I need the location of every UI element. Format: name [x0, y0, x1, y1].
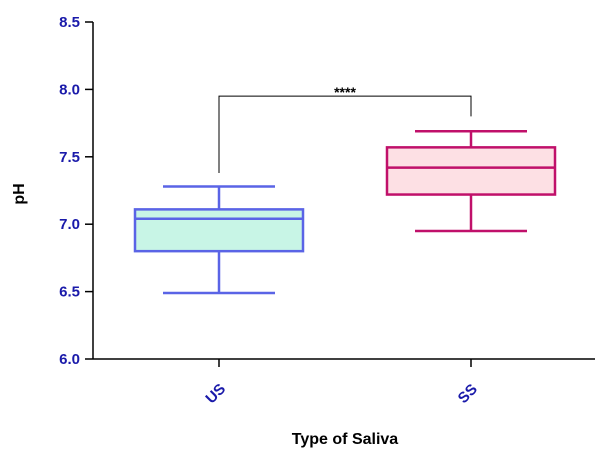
significance-bracket — [218, 95, 472, 173]
y-axis-title: pH — [11, 183, 28, 204]
y-tick-label: 7.0 — [59, 216, 80, 233]
boxes-layer — [133, 129, 557, 295]
plot-area: 6.0 6.5 7.0 7.5 8.0 8.5 US SS **** — [59, 14, 595, 407]
significance-label: **** — [334, 84, 356, 100]
x-tick-label: US — [202, 380, 229, 407]
y-tick-label: 6.0 — [59, 351, 80, 368]
significance-annotation: **** — [218, 84, 472, 173]
iqr-box — [133, 208, 305, 253]
box-ss — [385, 129, 557, 233]
y-tick-label: 8.5 — [59, 14, 80, 31]
y-tick-label: 8.0 — [59, 81, 80, 98]
y-tick-label: 7.5 — [59, 149, 80, 166]
x-tick-label: SS — [455, 381, 481, 407]
x-axis-ticks: US SS — [202, 359, 481, 407]
y-tick-label: 6.5 — [59, 284, 80, 301]
iqr-box — [385, 146, 557, 196]
x-axis-title: Type of Saliva — [292, 431, 399, 448]
y-axis-ticks: 6.0 6.5 7.0 7.5 8.0 8.5 — [59, 14, 93, 368]
box-us — [133, 185, 305, 295]
